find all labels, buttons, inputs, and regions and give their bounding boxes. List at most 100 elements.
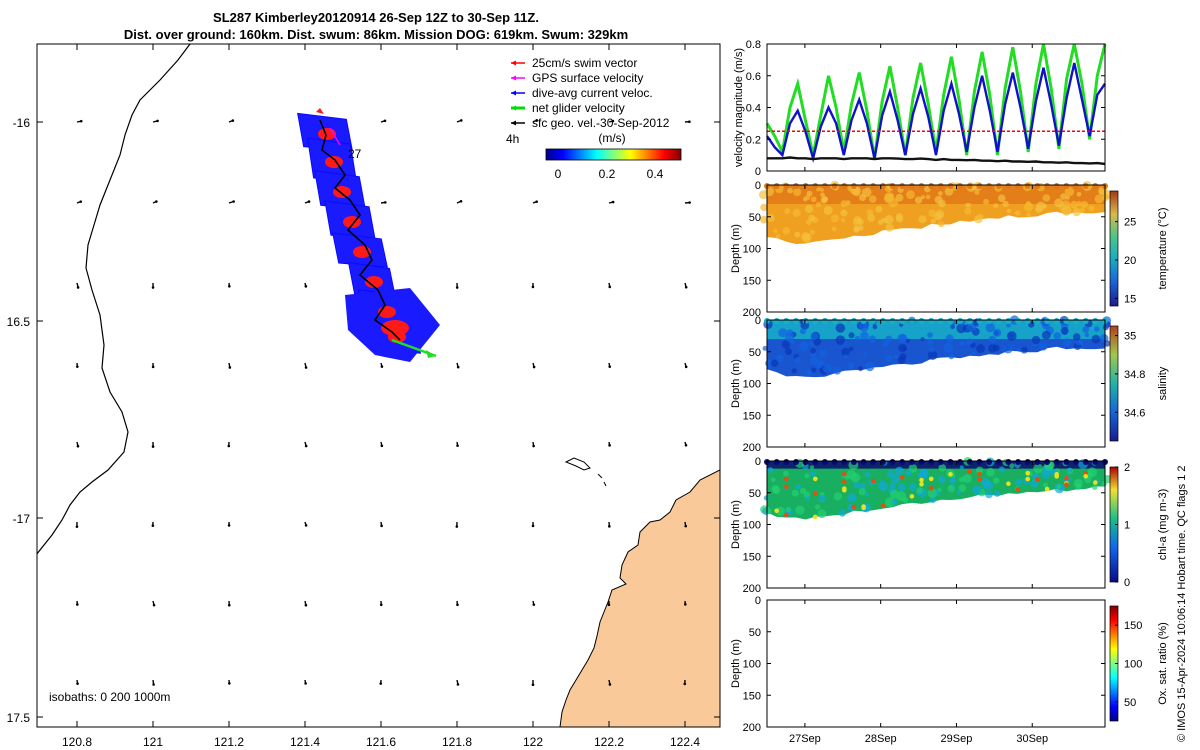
salinity-sample [885, 335, 893, 343]
y-tick-label: 100 [743, 379, 761, 391]
chl-high-sample [977, 477, 982, 482]
chl-sample [1015, 478, 1023, 486]
temperature-sample [868, 195, 877, 203]
salinity-sample [993, 328, 1002, 337]
geo-vel-arrowhead [227, 444, 231, 448]
small-island [564, 457, 607, 487]
chl-surface-sample [1044, 459, 1051, 465]
temperature-sample [938, 191, 943, 196]
temperature-sample [782, 227, 790, 235]
temperature-surface-sample [889, 183, 896, 189]
chl-high-sample [880, 503, 886, 508]
chl-sample [927, 488, 938, 498]
colorbar-tick-label: 25 [1124, 217, 1136, 229]
geo-vel-arrowhead [459, 199, 463, 203]
salinity-sample [859, 322, 866, 330]
geo-vel-arrowhead [379, 603, 383, 607]
chl-surface-sample [937, 459, 944, 465]
chl-surface-sample [928, 459, 935, 465]
colorbar-tick-label: 35 [1124, 331, 1136, 343]
geo-vel-arrowhead [231, 119, 235, 122]
temperature-surface-sample [1044, 183, 1051, 189]
chl-sample [805, 496, 811, 501]
salinity-sample [1104, 323, 1109, 329]
temperature-sample [867, 214, 876, 222]
temperature-surface-sample [850, 183, 857, 189]
chl-sample [1067, 467, 1073, 473]
colorbar-tick-label: 2 [1124, 462, 1130, 474]
chl-surface-sample [870, 459, 877, 465]
geo-vel-arrowhead [607, 603, 611, 607]
temperature-sample [920, 195, 926, 200]
salinity-surface-sample [831, 318, 838, 324]
salinity-sample [848, 332, 855, 339]
salinity-surface-sample [947, 318, 954, 324]
salinity-sample [1094, 326, 1100, 332]
salinity-sample [810, 356, 818, 365]
temperature-sample [1098, 188, 1105, 195]
temperature-surface-sample [841, 183, 848, 189]
temperature-surface-sample [1034, 183, 1041, 189]
salinity-sample [806, 369, 813, 376]
chl-surface-sample [986, 459, 993, 465]
temperature-sample [878, 219, 884, 226]
salinity-surface-sample [812, 318, 819, 324]
salinity-surface-sample [783, 318, 790, 324]
geo-vel-arrowhead [608, 365, 612, 368]
chl-sample [949, 477, 957, 484]
temperature-sample [793, 188, 802, 197]
chl-sample [795, 484, 801, 490]
y-tick-label: 0 [755, 595, 761, 607]
temperature-surface-sample [947, 183, 954, 189]
series-line [767, 156, 1106, 166]
temperature-surface-sample [1082, 183, 1089, 189]
salinity-surface-sample [1053, 318, 1060, 324]
colorbar-tick-label: 100 [1124, 659, 1142, 671]
chl-sample [985, 490, 993, 499]
temperature-sample [808, 214, 816, 222]
salinity-sample [808, 341, 815, 347]
temperature-sample [824, 207, 830, 213]
y-tick-label: 100 [743, 244, 761, 256]
salinity-sample [781, 340, 791, 349]
chl-sample [890, 489, 899, 499]
chl-high-sample [1015, 487, 1021, 492]
temperature-surface-sample [928, 183, 935, 189]
lon-tick-label: 121.2 [214, 735, 244, 749]
salinity-surface-sample [1005, 318, 1012, 324]
temperature-sample [1070, 200, 1078, 209]
chl-high-sample [1025, 470, 1030, 476]
salinity-sample [898, 343, 907, 353]
colorbar-tick-label: 50 [1124, 697, 1136, 709]
salinity-sample [1091, 334, 1101, 344]
net-glider-velocity-head [426, 350, 436, 358]
temperature-sample [1076, 200, 1082, 207]
temperature-surface-sample [783, 183, 790, 189]
y-tick-label: 100 [743, 659, 761, 671]
chl-sample [859, 482, 867, 490]
temperature-sample [1061, 200, 1071, 210]
geo-vel-arrowhead [456, 444, 459, 447]
chl-high-sample [784, 512, 789, 518]
temperature-sample [853, 226, 860, 233]
salinity-surface-sample [966, 318, 973, 324]
temperature-surface-sample [908, 183, 915, 189]
geo-vel-arrowhead [304, 524, 308, 527]
temperature-sample [977, 213, 984, 220]
chl-high-sample [928, 476, 934, 482]
legend-label: sfc geo. vel.-30-Sep-2012 [532, 116, 670, 130]
geo-vel-arrowhead [688, 120, 691, 124]
y-tick-label: 200 [743, 307, 761, 319]
geostrophic-velocity-arrows [75, 119, 691, 687]
colorbar-tick-label: 150 [1124, 620, 1142, 632]
geo-vel-arrowhead [304, 285, 308, 288]
salinity-surface-sample [986, 318, 993, 324]
salinity-sample [1053, 332, 1062, 340]
series-line [766, 62, 1106, 164]
geo-vel-arrowhead [535, 200, 538, 203]
temperature-sample [1023, 202, 1034, 212]
map-axis-ticks [37, 44, 720, 727]
geo-vel-arrowhead [684, 365, 688, 369]
chl-surface-sample [1063, 459, 1070, 465]
lon-tick-label: 121.8 [442, 735, 472, 749]
